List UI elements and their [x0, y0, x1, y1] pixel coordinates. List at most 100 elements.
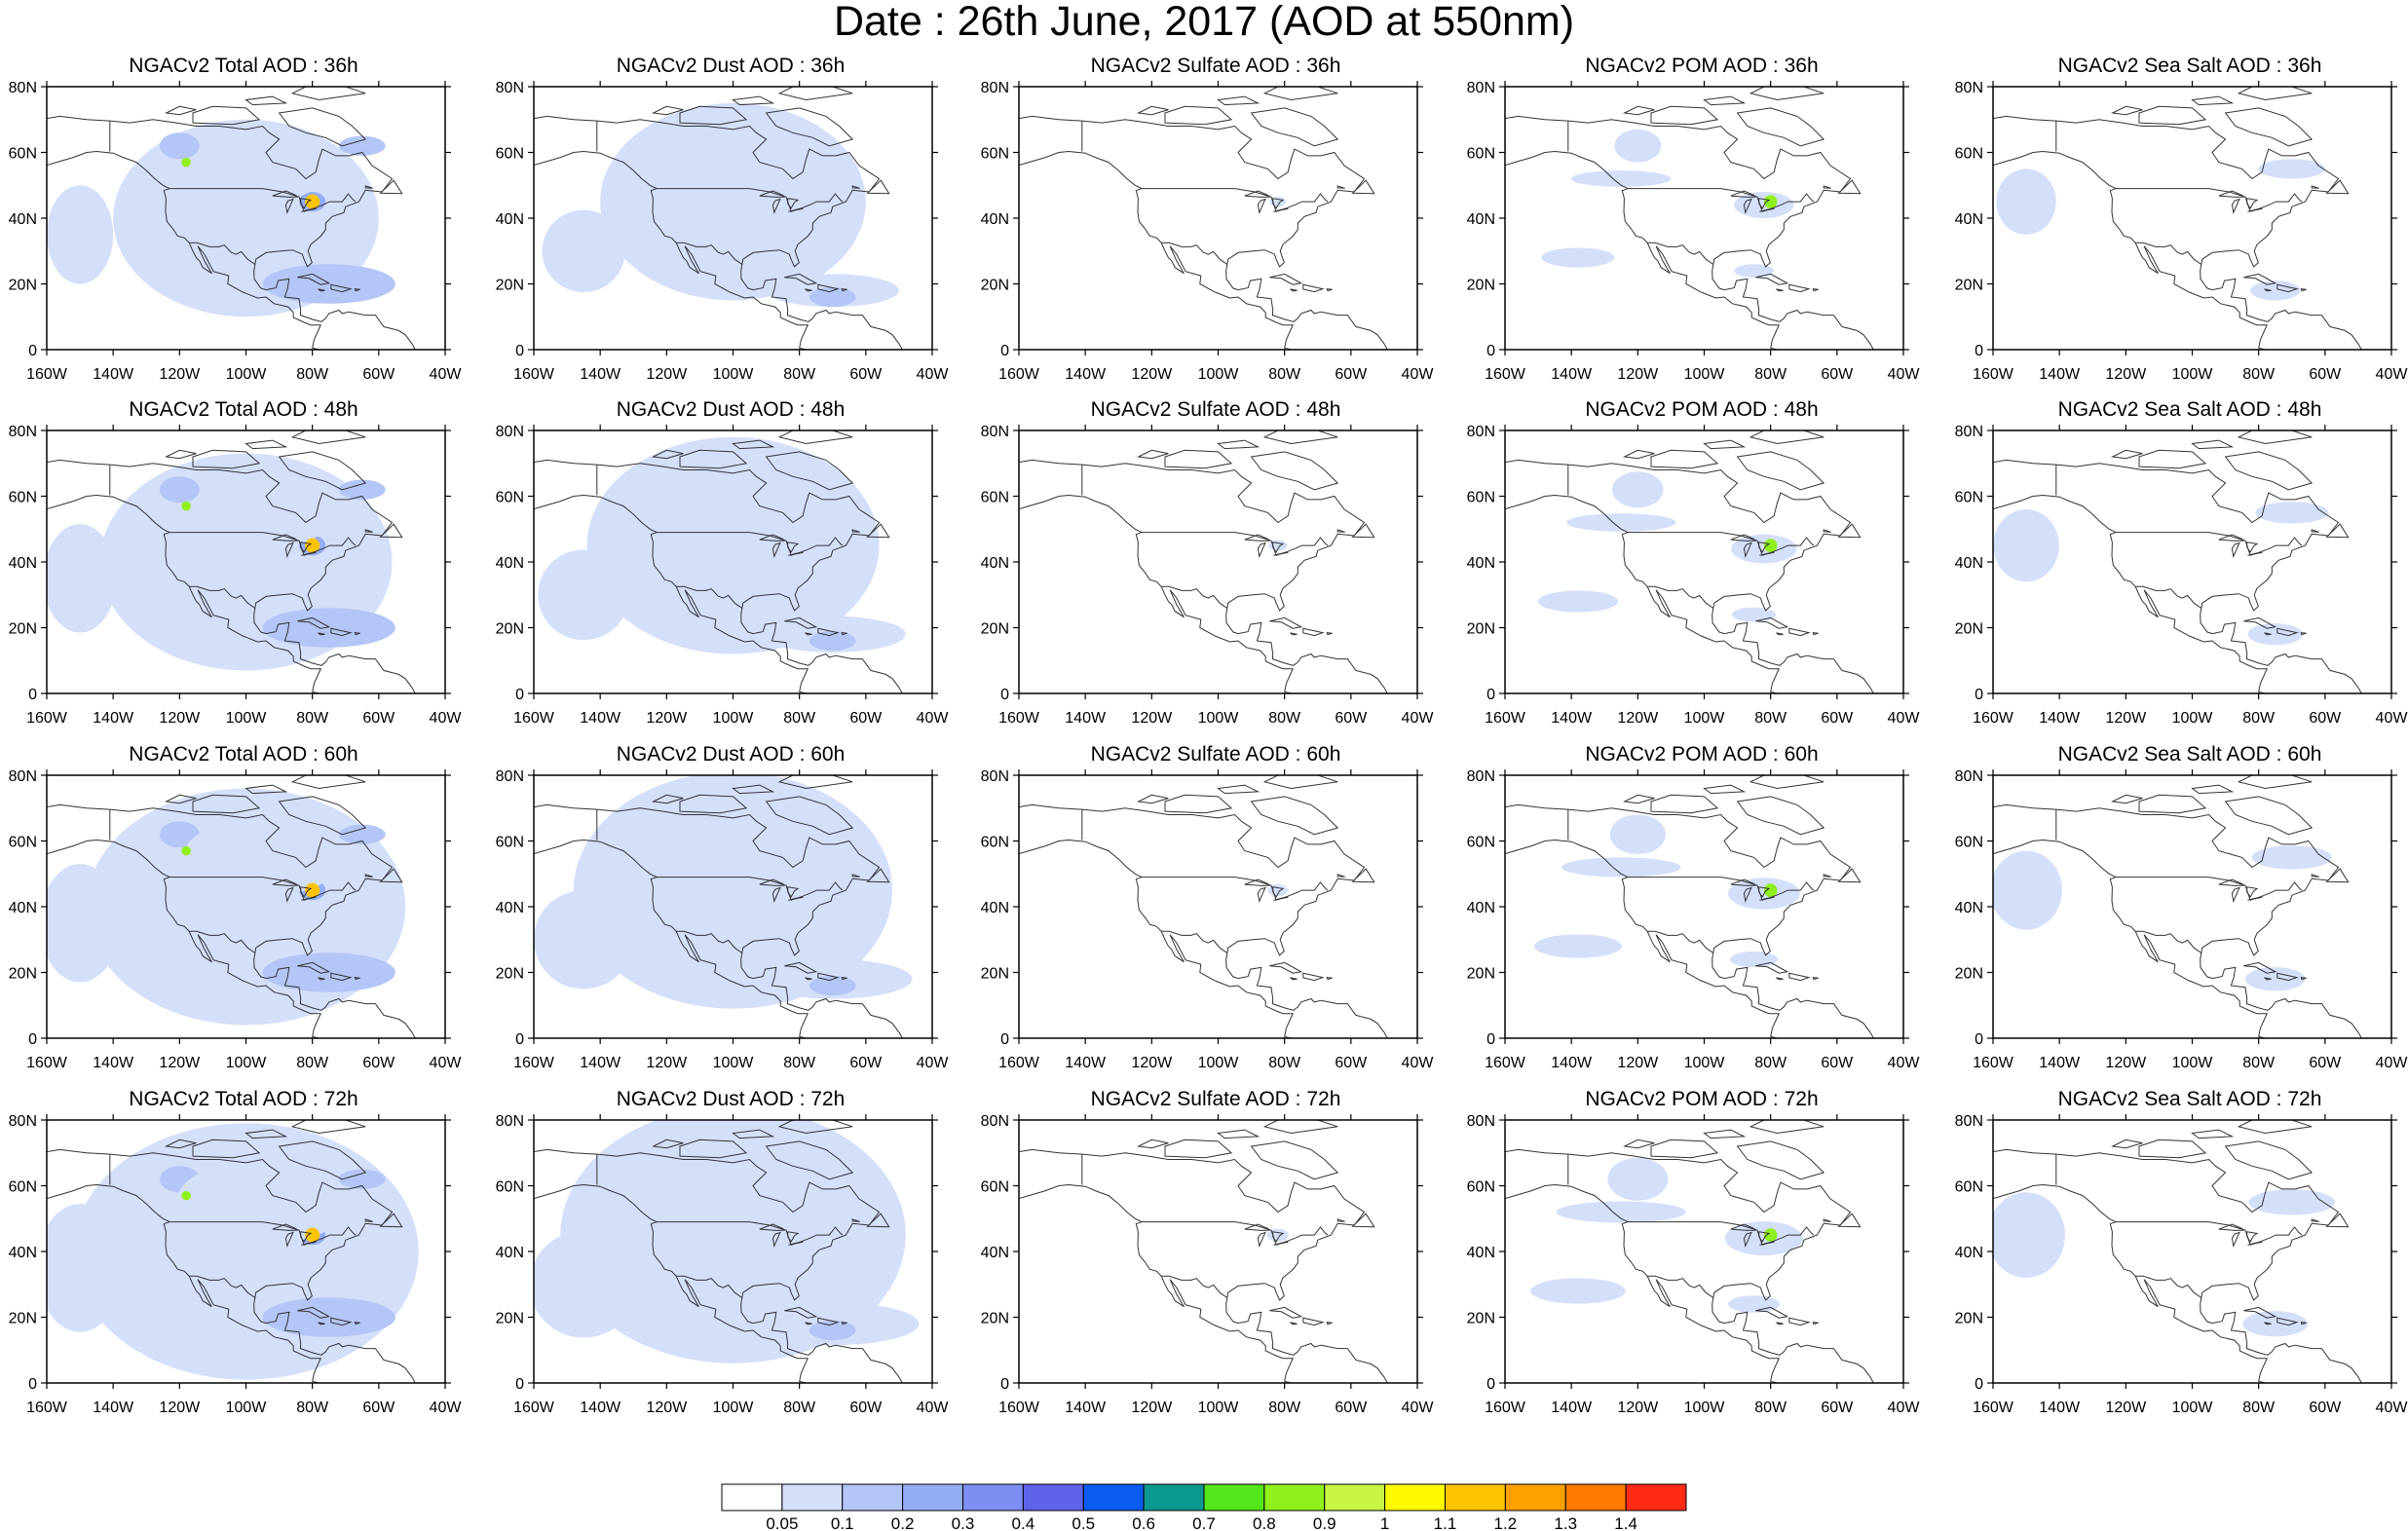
- coastline: [1136, 105, 1169, 116]
- lon-tick-label: 160W: [513, 1400, 555, 1416]
- coastline: [1993, 839, 2268, 1038]
- colorbar-swatch: [1625, 1483, 1687, 1512]
- map-plot: 80N 60N 40N 20N 0 160W 140W 120W 100W 80W 60W 40W: [9, 1113, 463, 1416]
- coastline: [1647, 242, 1714, 266]
- aod-region: [1612, 471, 1664, 508]
- colorbar-swatch: [781, 1483, 844, 1512]
- coastline: [759, 534, 786, 541]
- coastline: [318, 288, 325, 292]
- lon-tick-label: 100W: [2172, 366, 2214, 383]
- lon-tick-label: 120W: [1131, 1400, 1173, 1416]
- lon-tick-label: 40W: [917, 1400, 950, 1416]
- lon-tick-label: 60W: [2309, 1055, 2342, 1071]
- coastline: [805, 1322, 812, 1326]
- coastline: [841, 288, 847, 292]
- coastline: [300, 1231, 313, 1243]
- colorbar-swatch: [1203, 1483, 1265, 1512]
- lat-tick-label: 80N: [1467, 424, 1495, 440]
- lat-tick-label: 20N: [1955, 621, 1983, 638]
- coastline: [1244, 1223, 1271, 1231]
- lon-tick-label: 80W: [1754, 710, 1787, 727]
- lat-tick-label: 20N: [1467, 278, 1495, 294]
- coastline: [1326, 288, 1333, 292]
- aod-region: [809, 1320, 856, 1341]
- coastline: [534, 459, 903, 693]
- coastline: [1730, 1223, 1757, 1231]
- lon-tick-label: 60W: [1821, 1055, 1854, 1071]
- coastline: [2135, 1275, 2202, 1299]
- coastline: [534, 803, 903, 1038]
- map-frame: [1992, 86, 2392, 351]
- aod-region: [47, 185, 114, 284]
- coastline: [1336, 874, 1345, 878]
- coastline: [1993, 803, 2362, 1038]
- coastline: [1351, 868, 1375, 883]
- map-frame: [1018, 1119, 1418, 1384]
- coastline: [2191, 439, 2235, 450]
- colorbar-label: 1.3: [1554, 1514, 1577, 1531]
- lat-tick-label: 40N: [496, 211, 524, 228]
- lon-tick-label: 100W: [713, 710, 755, 727]
- coastline: [1788, 972, 1811, 982]
- aod-region: [338, 479, 386, 500]
- lon-tick-label: 140W: [580, 1400, 621, 1416]
- coastline: [164, 794, 197, 804]
- lat-tick-label: 60N: [1955, 146, 1983, 163]
- lon-tick-label: 120W: [159, 1400, 201, 1416]
- coastline: [47, 494, 321, 693]
- coastline: [2110, 794, 2143, 804]
- lon-tick-label: 40W: [430, 1055, 463, 1071]
- coastline: [1505, 494, 1780, 693]
- lat-tick-label: 40N: [1955, 211, 1983, 228]
- map-panel-sulfate-48h: NGACv2 Sulfate AOD : 48h 80N 60N 40N 20N 0 160…: [969, 398, 1456, 743]
- aod-field: [1993, 1189, 2336, 1337]
- coastline: [1755, 273, 1789, 285]
- lat-tick-label: 60N: [1955, 490, 1983, 506]
- lat-tick-label: 20N: [9, 278, 37, 294]
- coastline: [1993, 1183, 2268, 1383]
- coastline: [354, 632, 360, 636]
- lon-tick-label: 160W: [1485, 1055, 1526, 1071]
- coastline: [1164, 794, 1233, 814]
- coastline: [851, 1218, 860, 1222]
- coastline: [771, 1231, 781, 1248]
- coastline: [169, 1221, 357, 1246]
- colorbar-swatch: [842, 1483, 904, 1512]
- lat-tick-label: 40N: [9, 211, 37, 228]
- lat-tick-label: 60N: [1467, 490, 1495, 506]
- panel-title: NGACv2 Dust AOD : 60h: [616, 743, 846, 766]
- map-plot: 80N 60N 40N 20N 0 160W 140W 120W 100W 80W 60W 40W: [1955, 424, 2408, 727]
- lat-tick-label: 40N: [496, 555, 524, 572]
- coastline: [330, 1317, 353, 1326]
- coastline: [2237, 87, 2313, 101]
- lat-tick-label: 0: [1000, 687, 1009, 703]
- lon-tick-label: 60W: [2309, 1400, 2342, 1416]
- map-plot: 80N 60N 40N 20N 0 160W 140W 120W 100W 80W 60W 40W: [981, 80, 1435, 383]
- aod-region: [159, 132, 200, 160]
- lon-tick-label: 160W: [26, 710, 68, 727]
- coastline: [2264, 288, 2272, 292]
- figure-title: Date : 26th June, 2017 (AOD at 550nm): [833, 0, 1575, 45]
- lon-tick-label: 160W: [26, 1055, 68, 1071]
- map-plot: 80N 60N 40N 20N 0 160W 140W 120W 100W 80W 60W 40W: [9, 768, 463, 1071]
- lon-tick-label: 120W: [646, 1400, 688, 1416]
- aod-region: [159, 476, 200, 504]
- lat-tick-label: 0: [515, 343, 524, 359]
- coastline: [765, 451, 854, 491]
- map-panel-sulfate-72h: NGACv2 Sulfate AOD : 72h 80N 60N 40N 20N 0 160…: [969, 1088, 1456, 1433]
- aod-region: [1537, 590, 1619, 613]
- lat-tick-label: 60N: [9, 146, 37, 163]
- coastline: [1730, 190, 1757, 198]
- lat-tick-label: 0: [1975, 1031, 1983, 1048]
- coastline: [1250, 451, 1339, 491]
- aod-region: [2248, 1189, 2336, 1215]
- coastline: [771, 541, 781, 558]
- coastline: [379, 523, 403, 539]
- coastline: [2325, 179, 2350, 195]
- coastline: [1703, 1129, 1747, 1139]
- coastline: [318, 977, 325, 981]
- coastline: [2325, 868, 2350, 883]
- lon-tick-label: 140W: [2039, 1400, 2081, 1416]
- aod-field: [538, 436, 906, 654]
- coastline: [1650, 105, 1719, 126]
